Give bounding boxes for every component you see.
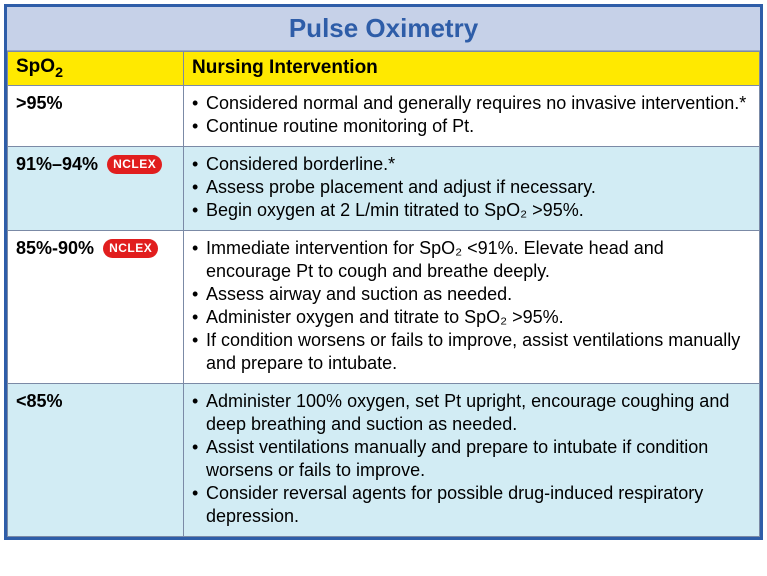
col-header-spo2-sub: 2 — [55, 65, 63, 81]
intervention-list: Administer 100% oxygen, set Pt upright, … — [192, 390, 751, 528]
nclex-badge-icon: NCLEX — [103, 239, 158, 258]
table-header-row: SpO2 Nursing Intervention — [8, 52, 760, 86]
pulse-oximetry-card: Pulse Oximetry SpO2 Nursing Intervention… — [4, 4, 763, 540]
intervention-item: Considered borderline.* — [192, 153, 751, 176]
table-row: 91%–94% NCLEXConsidered borderline.*Asse… — [8, 146, 760, 230]
intervention-list: Considered borderline.*Assess probe plac… — [192, 153, 751, 222]
spo2-value: >95% — [16, 93, 63, 113]
table-row: 85%-90% NCLEXImmediate intervention for … — [8, 230, 760, 383]
col-header-spo2: SpO2 — [8, 52, 184, 86]
nclex-badge-icon: NCLEX — [107, 155, 162, 174]
table-row: <85% Administer 100% oxygen, set Pt uprig… — [8, 384, 760, 537]
spo2-cell: 85%-90% NCLEX — [8, 230, 184, 383]
spo2-value: 91%–94% — [16, 154, 98, 174]
intervention-item: Assist ventilations manually and prepare… — [192, 436, 751, 482]
spo2-cell: <85% — [8, 384, 184, 537]
spo2-value: <85% — [16, 391, 63, 411]
intervention-item: Assess airway and suction as needed. — [192, 283, 751, 306]
intervention-item: Consider reversal agents for possible dr… — [192, 482, 751, 528]
col-header-spo2-label: SpO — [16, 56, 55, 77]
intervention-item: Begin oxygen at 2 L/min titrated to SpO₂… — [192, 199, 751, 222]
intervention-item: If condition worsens or fails to improve… — [192, 329, 751, 375]
intervention-item: Continue routine monitoring of Pt. — [192, 115, 751, 138]
intervention-item: Assess probe placement and adjust if nec… — [192, 176, 751, 199]
intervention-item: Administer 100% oxygen, set Pt upright, … — [192, 390, 751, 436]
col-header-intervention: Nursing Intervention — [184, 52, 760, 86]
table-row: >95% Considered normal and generally requ… — [8, 85, 760, 146]
card-title: Pulse Oximetry — [7, 7, 760, 51]
spo2-cell: 91%–94% NCLEX — [8, 146, 184, 230]
intervention-item: Administer oxygen and titrate to SpO₂ >9… — [192, 306, 751, 329]
spo2-value: 85%-90% — [16, 238, 94, 258]
spo2-cell: >95% — [8, 85, 184, 146]
pulse-oximetry-table: SpO2 Nursing Intervention >95% Considered… — [7, 51, 760, 537]
intervention-item: Immediate intervention for SpO₂ <91%. El… — [192, 237, 751, 283]
intervention-cell: Immediate intervention for SpO₂ <91%. El… — [184, 230, 760, 383]
intervention-list: Considered normal and generally requires… — [192, 92, 751, 138]
intervention-item: Considered normal and generally requires… — [192, 92, 751, 115]
intervention-cell: Considered borderline.*Assess probe plac… — [184, 146, 760, 230]
intervention-list: Immediate intervention for SpO₂ <91%. El… — [192, 237, 751, 375]
intervention-cell: Administer 100% oxygen, set Pt upright, … — [184, 384, 760, 537]
intervention-cell: Considered normal and generally requires… — [184, 85, 760, 146]
